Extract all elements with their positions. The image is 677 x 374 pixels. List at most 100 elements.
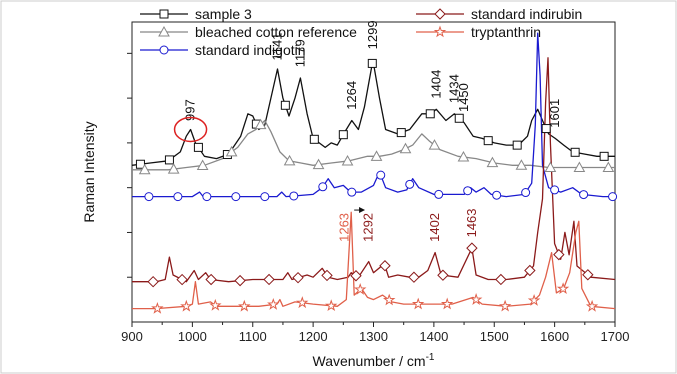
peak-label-1404: 1404 [428, 70, 443, 99]
marker-bleached-cotton-reference [573, 161, 586, 173]
arrow-head [359, 207, 366, 214]
marker-standard-indigotin [347, 187, 357, 197]
marker-bleached-cotton-reference [138, 163, 151, 175]
marker-tryptanthrin [151, 301, 164, 314]
marker-sample-3 [367, 58, 377, 68]
x-tick-label-1200: 1200 [299, 329, 328, 344]
marker-sample-3 [425, 109, 435, 119]
marker-standard-indirubin [205, 273, 217, 286]
marker-tryptanthrin [469, 293, 483, 305]
marker-standard-indigotin [318, 182, 328, 192]
marker-standard-indigotin [463, 186, 473, 196]
peak-label-1141: 1141 [270, 33, 285, 61]
legend-marker-bleached-cotton-reference [158, 25, 170, 37]
marker-standard-indirubin [234, 274, 246, 287]
marker-tryptanthrin [180, 299, 193, 312]
peak-label-1601: 1601 [547, 99, 562, 128]
marker-sample-3 [193, 142, 203, 152]
marker-standard-indirubin [350, 270, 362, 282]
marker-tryptanthrin [267, 297, 280, 310]
marker-standard-indirubin [292, 271, 304, 284]
marker-standard-indirubin [495, 273, 507, 286]
marker-bleached-cotton-reference [602, 161, 615, 173]
peak-label-1463: 1463 [464, 208, 479, 237]
marker-standard-indirubin [147, 275, 159, 288]
marker-standard-indigotin [376, 170, 386, 180]
x-tick-label-1700: 1700 [601, 329, 630, 344]
marker-tryptanthrin [209, 298, 222, 311]
marker-standard-indigotin [260, 192, 270, 202]
legend-marker-tryptanthrin [433, 25, 447, 38]
marker-layer [135, 58, 618, 314]
marker-sample-3 [338, 130, 348, 140]
marker-standard-indirubin [176, 273, 188, 286]
marker-bleached-cotton-reference [254, 118, 267, 130]
x-axis-label: Wavenumber / cm-1 [313, 352, 435, 369]
marker-bleached-cotton-reference [515, 159, 528, 170]
marker-standard-indigotin [492, 190, 502, 200]
legend-marker-standard-indigotin [159, 45, 169, 55]
annotation-layer [173, 116, 366, 214]
marker-tryptanthrin [382, 293, 396, 306]
axis-layer: 900 1000 1100 1200 1300 1400 1500 1600 1700 [121, 52, 630, 344]
x-axis-label-superscript: -1 [426, 352, 435, 363]
x-tick-label-1100: 1100 [239, 329, 267, 344]
x-tick-label-1300: 1300 [359, 329, 388, 344]
marker-bleached-cotton-reference [544, 161, 557, 173]
legend-label-tryptanthrin: tryptanthrin [471, 24, 541, 40]
marker-bleached-cotton-reference [167, 163, 180, 174]
marker-bleached-cotton-reference [312, 158, 325, 170]
marker-sample-3 [164, 155, 174, 165]
legend-label-sample-3: sample 3 [195, 6, 252, 22]
x-tick-label-900: 900 [121, 329, 143, 344]
legend-label-standard-indigotin: standard indigotin [195, 42, 306, 58]
x-tick-label-1500: 1500 [480, 329, 509, 344]
legend-marker-standard-indirubin [434, 8, 446, 20]
series-line-sample-3 [131, 59, 615, 166]
marker-tryptanthrin [585, 299, 599, 312]
marker-sample-3 [483, 136, 493, 146]
marker-tryptanthrin [498, 299, 512, 312]
marker-bleached-cotton-reference [370, 150, 383, 161]
marker-standard-indigotin [550, 185, 560, 195]
peak-label-1179: 1179 [292, 39, 307, 67]
marker-standard-indigotin [173, 192, 183, 202]
marker-bleached-cotton-reference [225, 145, 238, 157]
x-axis-label-text: Wavenumber / cm [313, 353, 426, 369]
marker-bleached-cotton-reference [283, 154, 296, 166]
marker-bleached-cotton-reference [486, 156, 499, 168]
peak-label-1434: 1434 [446, 74, 461, 103]
peak-label-1263: 1263 [337, 213, 352, 242]
marker-sample-3 [512, 140, 522, 150]
peak-label-997: 997 [183, 99, 198, 121]
marker-sample-3 [599, 151, 609, 161]
marker-sample-3 [309, 134, 319, 144]
marker-sample-3 [570, 147, 580, 157]
highlight-circle [173, 116, 208, 143]
marker-bleached-cotton-reference [399, 142, 412, 154]
marker-sample-3 [280, 100, 290, 110]
marker-standard-indirubin [437, 269, 449, 281]
marker-standard-indirubin [379, 260, 391, 272]
marker-tryptanthrin [440, 297, 454, 310]
marker-standard-indigotin [231, 192, 241, 202]
marker-standard-indirubin [321, 269, 333, 282]
marker-sample-3 [396, 128, 406, 138]
marker-tryptanthrin [411, 297, 425, 310]
marker-standard-indigotin [289, 191, 299, 201]
marker-standard-indirubin [466, 242, 478, 254]
marker-standard-indigotin [405, 179, 415, 189]
x-tick-label-1000: 1000 [178, 329, 207, 344]
marker-tryptanthrin [354, 282, 367, 295]
marker-standard-indirubin [408, 271, 420, 283]
marker-standard-indirubin [582, 269, 594, 281]
marker-standard-indigotin [202, 192, 212, 202]
marker-tryptanthrin [556, 282, 570, 295]
legend-label-standard-indirubin: standard indirubin [471, 6, 582, 22]
marker-standard-indigotin [608, 192, 618, 202]
marker-bleached-cotton-reference [341, 155, 354, 166]
peak-label-1264: 1264 [344, 81, 359, 110]
peak-label-1402: 1402 [427, 213, 442, 242]
